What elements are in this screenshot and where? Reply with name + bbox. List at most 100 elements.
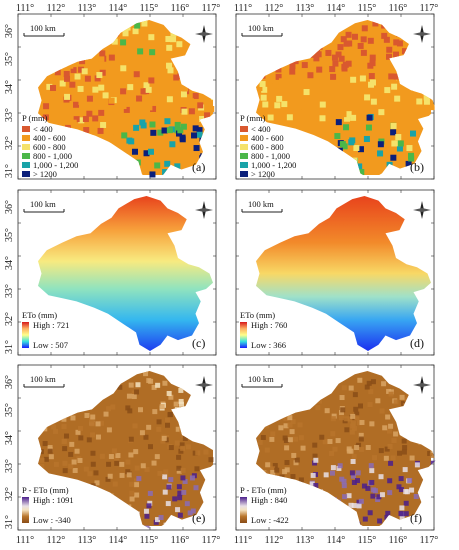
x-tick-label: 117° <box>420 535 439 546</box>
x-tick-label: 111° <box>16 535 34 546</box>
x-tick-label: 113° <box>296 535 315 546</box>
x-tick-label: 116° <box>171 3 190 14</box>
y-tick-label: 33° <box>4 284 15 298</box>
x-tick-label: 112° <box>47 3 66 14</box>
x-tick-label: 111° <box>234 3 252 14</box>
y-tick-label: 32° <box>4 136 15 150</box>
y-tick-label: 33° <box>4 459 15 473</box>
x-tick-label: 114° <box>327 3 346 14</box>
legend-ramp <box>240 322 247 348</box>
legend-swatch <box>240 171 248 177</box>
legend-class-label: 1,000 - 1,200 <box>251 160 296 170</box>
legend-high: High : 840 <box>251 495 287 505</box>
x-tick-label: 113° <box>78 3 97 14</box>
x-tick-label: 115° <box>358 535 377 546</box>
legend-class-label: 800 - 1,000 <box>33 151 72 161</box>
y-tick-label: 36° <box>4 375 15 389</box>
legend-high: High : 721 <box>33 320 69 330</box>
x-tick-label: 113° <box>296 3 315 14</box>
map-panel-d: 100 km ETo (mm)High : 760 Low : 366 (d) <box>235 189 435 356</box>
legend-swatch <box>240 162 248 168</box>
legend-title: P (mm) <box>240 113 266 123</box>
legend-low: Low : -340 <box>33 515 71 525</box>
panel-letter: (d) <box>410 336 424 350</box>
y-tick-label: 31° <box>4 340 15 354</box>
scale-bar-text: 100 km <box>248 374 274 384</box>
legend-class-label: > 1200 <box>251 169 275 179</box>
x-tick-label: 117° <box>420 3 439 14</box>
scale-bar-text: 100 km <box>30 199 56 209</box>
legend-title: ETo (mm) <box>22 310 57 320</box>
x-tick-label: 112° <box>47 535 66 546</box>
legend-swatch <box>240 126 248 132</box>
legend-class-label: 400 - 600 <box>251 133 284 143</box>
map-panel-c: 100 km ETo (mm)High : 721 Low : 507 (c) 36° 3… <box>4 189 217 356</box>
legend-ramp <box>22 322 29 348</box>
legend-high: High : 760 <box>251 320 287 330</box>
y-tick-label: 36° <box>4 200 15 214</box>
x-tick-label: 112° <box>265 535 284 546</box>
x-tick-label: 114° <box>327 535 346 546</box>
x-tick-label: 111° <box>16 3 34 14</box>
y-tick-label: 35° <box>4 228 15 242</box>
x-tick-label: 114° <box>109 3 128 14</box>
legend-swatch <box>240 135 248 141</box>
y-tick-label: 34° <box>4 80 15 94</box>
legend-class-label: > 1200 <box>33 169 57 179</box>
legend-high: High : 1091 <box>33 495 74 505</box>
map-panel-e: 100 km P - ETo (mm)High : 1091 Low : -340 (… <box>4 364 221 546</box>
x-tick-label: 116° <box>389 535 408 546</box>
x-tick-label: 117° <box>202 3 221 14</box>
legend-swatch <box>240 153 248 159</box>
x-tick-label: 111° <box>234 535 252 546</box>
legend-swatch <box>22 126 30 132</box>
panel-letter: (e) <box>192 511 205 525</box>
legend-class-label: < 400 <box>33 124 53 134</box>
y-tick-label: 34° <box>4 431 15 445</box>
scale-bar-text: 100 km <box>248 199 274 209</box>
legend-low: Low : 507 <box>33 340 68 350</box>
x-tick-label: 115° <box>358 3 377 14</box>
map-panel-f: 100 km P - ETo (mm)High : 840 Low : -422 (f… <box>234 364 439 546</box>
y-tick-label: 36° <box>4 24 15 38</box>
legend-low: Low : 366 <box>251 340 286 350</box>
scale-bar-text: 100 km <box>248 23 274 33</box>
x-tick-label: 114° <box>109 535 128 546</box>
scale-bar-text: 100 km <box>30 23 56 33</box>
compass-rose-icon <box>195 25 213 43</box>
legend-swatch <box>22 153 30 159</box>
x-tick-label: 117° <box>202 535 221 546</box>
x-tick-label: 116° <box>171 535 190 546</box>
legend-swatch <box>22 144 30 150</box>
compass-rose-icon <box>413 25 431 43</box>
legend-swatch <box>22 162 30 168</box>
panel-letter: (c) <box>192 336 205 350</box>
x-tick-label: 112° <box>265 3 284 14</box>
y-tick-label: 34° <box>4 256 15 270</box>
y-tick-label: 32° <box>4 312 15 326</box>
legend-class-label: 1,000 - 1,200 <box>33 160 78 170</box>
legend-class-label: 600 - 800 <box>251 142 284 152</box>
x-tick-label: 116° <box>389 3 408 14</box>
panel-letter: (a) <box>192 160 205 174</box>
x-tick-label: 115° <box>140 3 159 14</box>
legend-class-label: 800 - 1,000 <box>251 151 290 161</box>
legend-title: P - ETo (mm) <box>22 485 69 495</box>
legend-title: P - ETo (mm) <box>240 485 287 495</box>
compass-rose-icon <box>195 376 213 394</box>
y-tick-label: 31° <box>4 164 15 178</box>
panel-letter: (f) <box>410 511 422 525</box>
x-tick-label: 115° <box>140 535 159 546</box>
compass-rose-icon <box>413 201 431 219</box>
y-tick-label: 31° <box>4 515 15 529</box>
legend-swatch <box>22 135 30 141</box>
legend-ramp <box>240 497 247 523</box>
legend-swatch <box>240 144 248 150</box>
y-tick-label: 32° <box>4 487 15 501</box>
y-tick-label: 33° <box>4 108 15 122</box>
scale-bar-text: 100 km <box>30 374 56 384</box>
y-tick-label: 35° <box>4 403 15 417</box>
